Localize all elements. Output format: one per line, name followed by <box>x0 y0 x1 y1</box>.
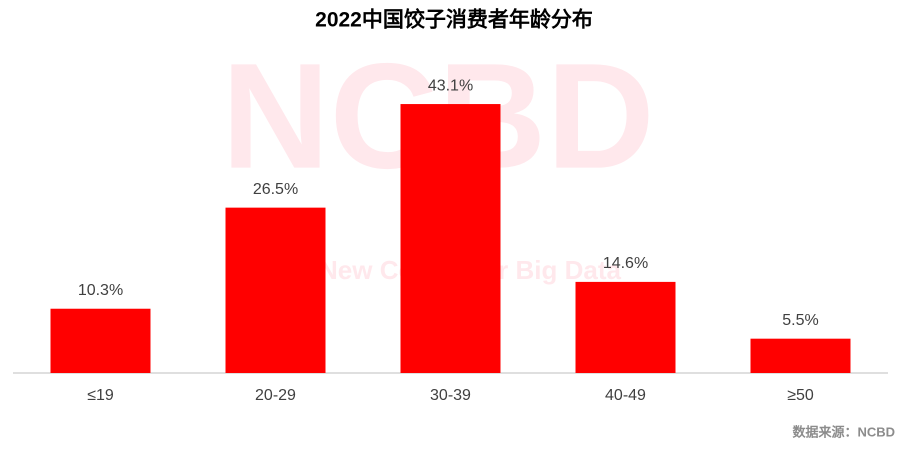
x-tick-label: ≥50 <box>787 387 814 404</box>
bar <box>400 104 501 373</box>
value-label: 5.5% <box>782 312 818 329</box>
x-tick-label: 20-29 <box>255 387 296 404</box>
x-tick-label: 40-49 <box>605 387 646 404</box>
bar <box>50 308 151 373</box>
bar <box>575 281 676 373</box>
x-tick-label: 30-39 <box>430 387 471 404</box>
bar <box>225 207 326 373</box>
x-tick-label: ≤19 <box>87 387 114 404</box>
bar <box>750 338 851 373</box>
source-note: 数据来源：NCBD <box>792 424 895 439</box>
value-label: 26.5% <box>253 181 298 198</box>
value-label: 43.1% <box>428 77 473 94</box>
value-label: 10.3% <box>78 282 123 299</box>
value-label: 14.6% <box>603 255 648 272</box>
chart-title: 2022中国饺子消费者年龄分布 <box>315 8 593 32</box>
